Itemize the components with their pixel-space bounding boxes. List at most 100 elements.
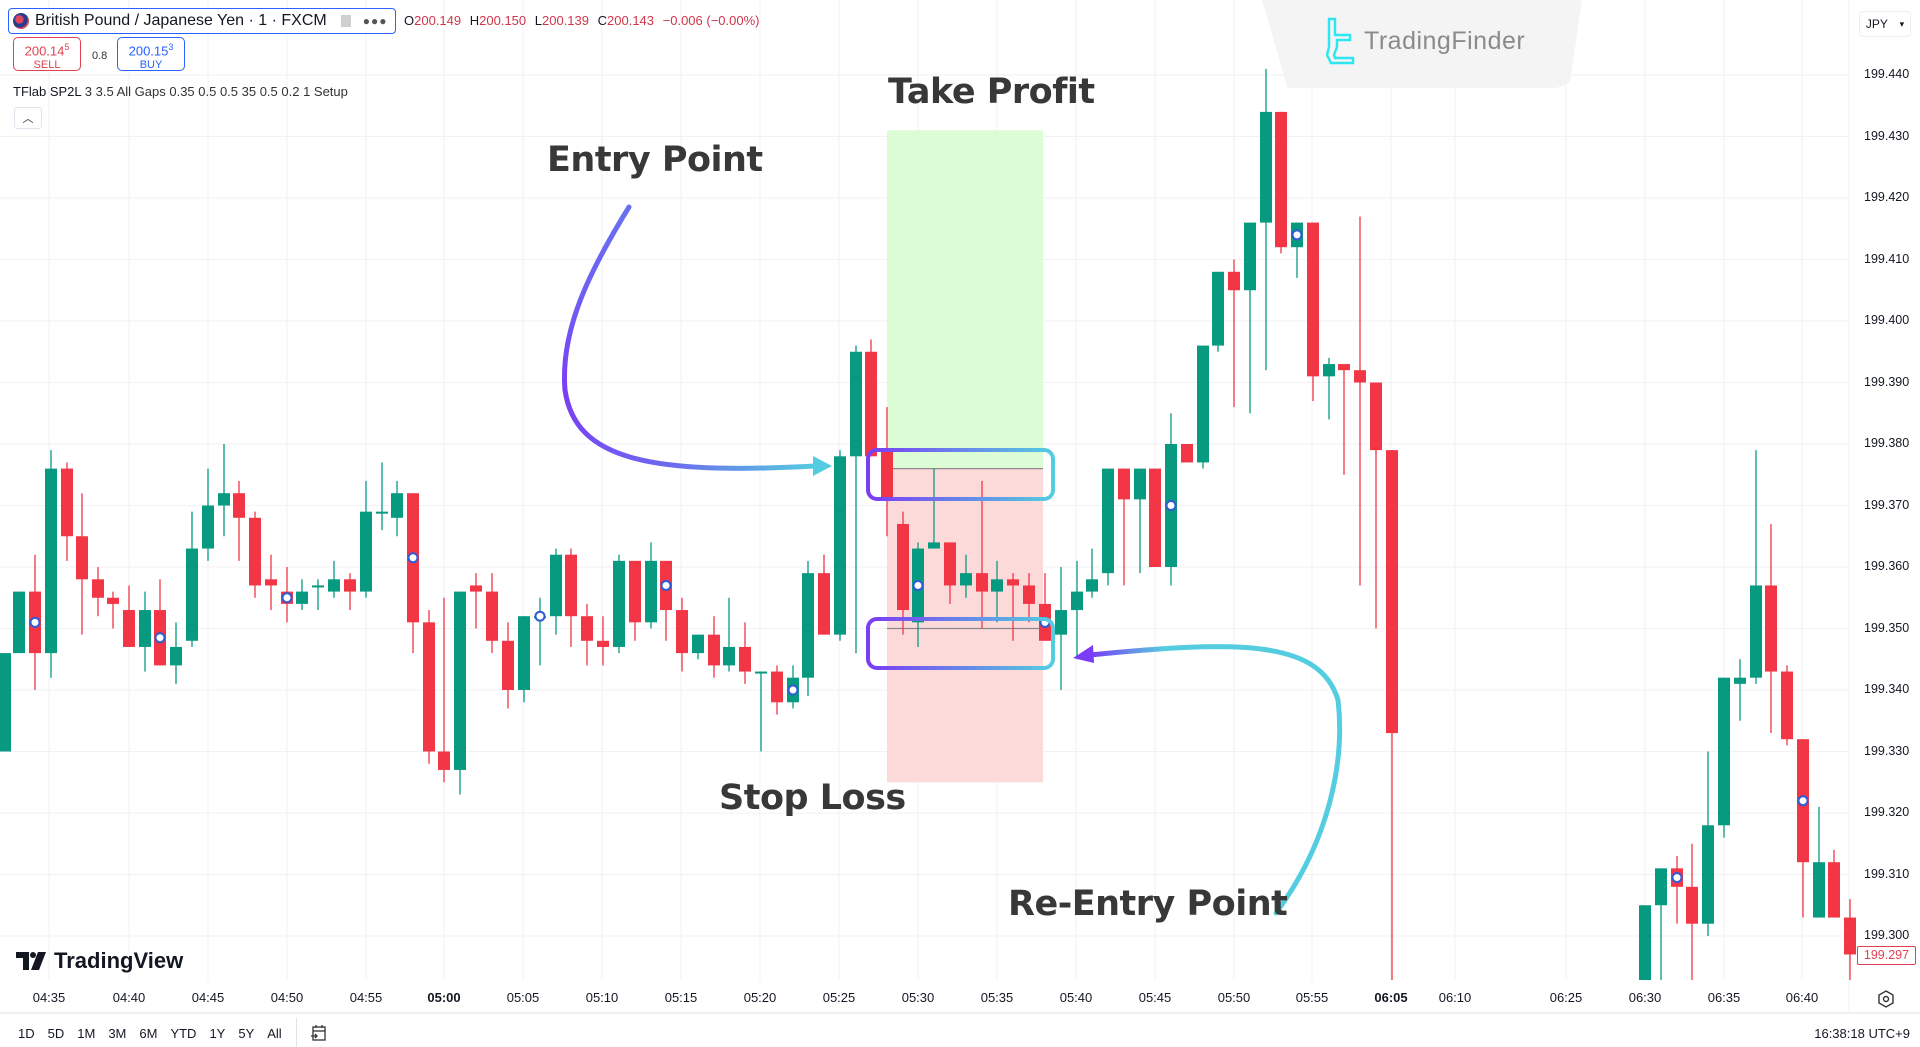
range-button-3m[interactable]: 3M xyxy=(108,1026,127,1041)
trade-zones xyxy=(887,130,1043,783)
flag-bookmark-icon[interactable] xyxy=(340,15,351,27)
price-tick-label: 199.320 xyxy=(1864,805,1910,819)
price-tick-label: 199.420 xyxy=(1864,190,1910,204)
time-tick-label: 04:45 xyxy=(191,990,225,1005)
time-tick-label: 05:20 xyxy=(743,990,777,1005)
range-divider xyxy=(296,1018,297,1047)
open-value: 200.149 xyxy=(414,13,462,28)
range-button-5d[interactable]: 5D xyxy=(47,1026,65,1041)
high-label: H xyxy=(469,13,480,28)
watermark-background xyxy=(1262,0,1582,88)
stop-loss-zone xyxy=(887,468,1043,783)
time-tick-label: 06:35 xyxy=(1707,990,1741,1005)
price-tick-label: 199.430 xyxy=(1864,128,1910,143)
time-tick-label: 05:35 xyxy=(980,990,1014,1005)
high-value: 200.150 xyxy=(479,13,527,28)
indicator-name: TFlab SP2L xyxy=(13,84,82,99)
time-tick-label: 05:15 xyxy=(664,990,698,1005)
price-tick-label: 199.360 xyxy=(1864,559,1910,573)
time-tick-label: 05:55 xyxy=(1295,990,1329,1005)
range-selector: 1D 5D 1M 3M 6M YTD 1Y 5Y All xyxy=(18,1026,282,1041)
currency-label: JPY xyxy=(1865,17,1888,31)
symbol-selector[interactable]: British Pound / Japanese Yen · 1 · FXCM … xyxy=(8,8,397,34)
re-entry-point-annotation: Re-Entry Point xyxy=(1008,884,1288,924)
buy-price: 200.15 xyxy=(128,43,169,59)
entry-arrowhead-icon xyxy=(813,456,832,476)
tradingview-logo[interactable]: TradingView xyxy=(16,948,183,974)
spread-value: 0.8 xyxy=(92,50,108,62)
highlight-boxes xyxy=(866,448,1055,670)
time-tick-label: 06:40 xyxy=(1785,990,1819,1005)
price-tick-label: 199.340 xyxy=(1864,682,1910,696)
sell-price: 200.14 xyxy=(24,43,65,59)
range-button-6m[interactable]: 6M xyxy=(139,1026,158,1041)
range-button-all[interactable]: All xyxy=(267,1026,282,1041)
sell-button[interactable]: 200.145 SELL xyxy=(13,37,81,71)
buy-price-pip: 3 xyxy=(168,42,174,52)
price-tick-label: 199.380 xyxy=(1864,436,1910,450)
range-button-ytd[interactable]: YTD xyxy=(170,1026,197,1041)
gbp-jpy-flag-icon xyxy=(13,13,29,29)
tradingfinder-text: TradingFinder xyxy=(1364,26,1526,55)
collapse-legend-button[interactable]: ︿ xyxy=(14,107,42,129)
time-tick-label: 06:30 xyxy=(1628,990,1662,1005)
time-tick-label: 06:25 xyxy=(1549,990,1583,1005)
range-button-5y[interactable]: 5Y xyxy=(238,1026,255,1041)
ohlc-legend: O200.149 H200.150 L200.139 C200.143 −0.0… xyxy=(404,13,760,28)
price-tick-label: 199.400 xyxy=(1864,313,1910,327)
price-tick-label: 199.310 xyxy=(1864,866,1910,881)
time-tick-label: 06:05 xyxy=(1374,990,1408,1005)
candles xyxy=(0,68,1856,980)
indicator-params: 3 3.5 All Gaps 0.35 0.5 0.5 35 0.5 0.2 1… xyxy=(84,84,348,99)
time-tick-label: 05:10 xyxy=(585,990,619,1005)
tradingfinder-watermark: TradingFinder xyxy=(1326,17,1525,65)
entry-point-annotation: Entry Point xyxy=(547,140,763,180)
range-button-1d[interactable]: 1D xyxy=(18,1026,35,1041)
re-entry-arrow xyxy=(1087,644,1343,916)
low-label: L xyxy=(534,13,542,28)
time-tick-label: 04:55 xyxy=(349,990,383,1005)
tradingview-text: TradingView xyxy=(54,948,184,973)
tradingfinder-logo-icon xyxy=(1326,17,1355,65)
price-tick-label: 199.370 xyxy=(1864,497,1910,512)
tradingview-logo-icon xyxy=(16,952,46,970)
price-tick-label: 199.390 xyxy=(1864,374,1910,389)
sell-label: SELL xyxy=(33,59,61,72)
price-tick-label: 199.300 xyxy=(1864,928,1910,942)
entry-arrow xyxy=(561,204,818,471)
take-profit-zone xyxy=(887,130,1043,469)
settings-gear-icon[interactable] xyxy=(1877,990,1895,1008)
entry-highlight-box xyxy=(866,448,1055,501)
time-tick-label: 05:05 xyxy=(506,990,540,1005)
chevron-down-icon: ▾ xyxy=(1899,18,1905,29)
indicator-legend[interactable]: TFlab SP2L 3 3.5 All Gaps 0.35 0.5 0.5 3… xyxy=(13,84,348,99)
currency-selector[interactable]: JPY ▾ xyxy=(1859,11,1911,37)
more-options-icon[interactable]: ●●● xyxy=(362,14,388,28)
change-value: −0.006 (−0.00%) xyxy=(662,13,760,28)
buy-button[interactable]: 200.153 BUY xyxy=(117,37,185,71)
open-label: O xyxy=(404,13,415,28)
time-tick-label: 06:10 xyxy=(1438,990,1472,1005)
price-tick-label: 199.440 xyxy=(1864,67,1910,81)
clock-timezone[interactable]: 16:38:18 UTC+9 xyxy=(1814,1026,1910,1041)
time-tick-label: 04:35 xyxy=(32,990,66,1005)
buy-label: BUY xyxy=(139,59,163,72)
range-button-1m[interactable]: 1M xyxy=(77,1026,96,1041)
price-tick-label: 199.330 xyxy=(1864,743,1910,758)
close-value: 200.143 xyxy=(607,13,655,28)
time-tick-label: 05:40 xyxy=(1059,990,1093,1005)
go-to-date-calendar-icon[interactable] xyxy=(310,1024,328,1042)
price-chart[interactable] xyxy=(0,0,1920,1012)
time-tick-label: 05:30 xyxy=(901,990,935,1005)
close-label: C xyxy=(597,13,608,28)
range-button-1y[interactable]: 1Y xyxy=(209,1026,226,1041)
stop-loss-annotation: Stop Loss xyxy=(719,778,906,818)
low-value: 200.139 xyxy=(542,13,589,28)
price-tick-label: 199.410 xyxy=(1864,251,1910,266)
annotation-arrows xyxy=(561,204,1343,916)
time-tick-label: 05:25 xyxy=(822,990,856,1005)
price-tick-label: 199.350 xyxy=(1864,620,1910,635)
symbol-title: British Pound / Japanese Yen · 1 · FXCM xyxy=(35,12,327,29)
time-tick-label: 04:40 xyxy=(112,990,146,1005)
take-profit-annotation: Take Profit xyxy=(888,72,1095,112)
